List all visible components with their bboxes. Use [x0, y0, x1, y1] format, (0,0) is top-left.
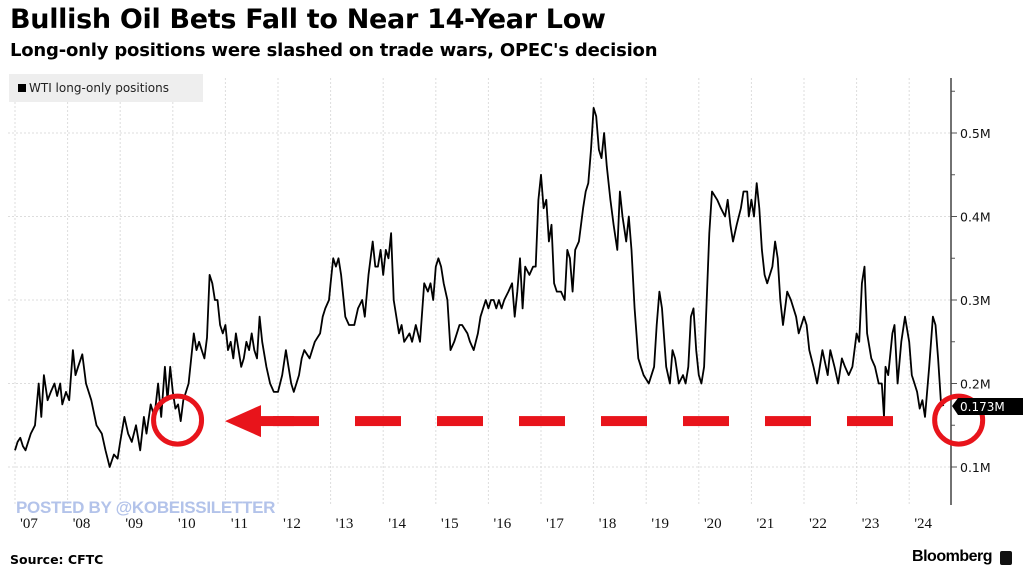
x-tick-label: '11 [231, 516, 248, 532]
x-tick-label: '23 [862, 516, 880, 532]
arrow-dash [437, 416, 483, 427]
x-axis-ticks: '07 '08 '09 '10 '11 '12 '13 '14 '15 '16 '17 '18 '19 '… [20, 516, 932, 532]
x-tick-label: '12 [283, 516, 301, 532]
x-tick-label: '24 [914, 516, 932, 532]
arrow-dash [847, 416, 893, 427]
series-layer [14, 107, 945, 468]
annotation-layer: 0.173M [151, 393, 1023, 447]
legend-label: WTI long-only positions [29, 81, 169, 95]
x-tick-label: '21 [757, 516, 775, 532]
y-tick-label: 0.5M [960, 126, 991, 141]
x-tick-label: '13 [336, 516, 354, 532]
x-tick-label: '22 [809, 516, 827, 532]
y-tick-label: 0.1M [960, 460, 991, 475]
bloomberg-terminal-icon [1000, 551, 1012, 565]
watermark: POSTED BY @KOBEISSILETTER [16, 498, 276, 517]
highlight-circle [151, 393, 205, 447]
y-tick-label: 0.2M [960, 377, 991, 392]
highlight-circle [932, 393, 986, 447]
last-value-badge [952, 398, 1023, 416]
x-tick-label: '14 [388, 516, 406, 532]
x-tick-label: '20 [704, 516, 722, 532]
series-line-wti-long-only [14, 107, 945, 468]
x-tick-label: '19 [651, 516, 669, 532]
x-tick-label: '10 [178, 516, 196, 532]
arrow-shaft [252, 416, 294, 427]
arrow-dash [683, 416, 729, 427]
arrow-dash [601, 416, 647, 427]
x-tick-label: '07 [20, 516, 38, 532]
last-value-label: 0.173M [960, 400, 1005, 414]
x-tick-label: '18 [599, 516, 617, 532]
y-tick-label: 0.4M [960, 210, 991, 225]
brand-logo: Bloomberg [912, 548, 992, 565]
arrow-head [225, 405, 261, 438]
y-axis: 0.1M 0.2M 0.3M 0.4M 0.5M [950, 78, 991, 505]
arrow-dash [273, 416, 319, 427]
arrow-dash [765, 416, 811, 427]
legend-swatch [18, 84, 26, 92]
x-tick-label: '08 [73, 516, 91, 532]
chart-subtitle: Long-only positions were slashed on trad… [10, 40, 658, 61]
legend: WTI long-only positions [9, 74, 203, 102]
x-tick-label: '17 [546, 516, 564, 532]
arrow-dash [519, 416, 565, 427]
source-label: Source: CFTC [10, 552, 104, 567]
chart-title: Bullish Oil Bets Fall to Near 14-Year Lo… [10, 4, 606, 35]
x-tick-label: '16 [494, 516, 512, 532]
grid-lines [8, 78, 951, 505]
y-tick-label: 0.3M [960, 293, 991, 308]
x-tick-label: '15 [441, 516, 459, 532]
x-tick-label: '09 [125, 516, 143, 532]
arrow-dash [355, 416, 401, 427]
